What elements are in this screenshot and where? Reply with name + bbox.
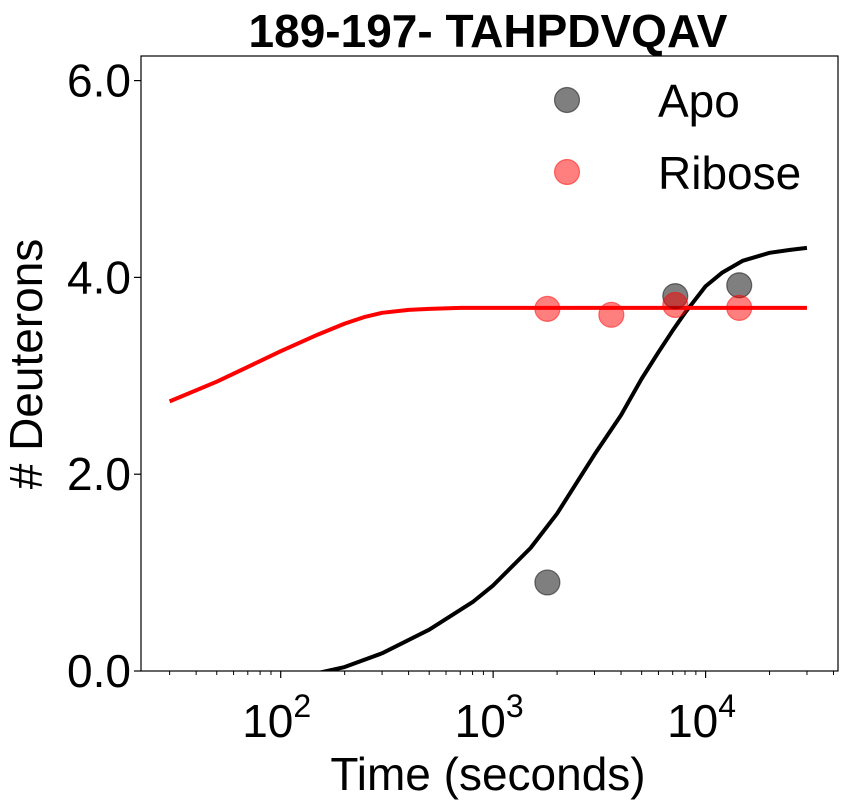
y-tick-label: 4.0 <box>67 251 131 303</box>
x-tick-label: 103 <box>455 688 524 747</box>
y-tick-label: 0.0 <box>67 645 131 697</box>
data-point-ribose <box>726 294 753 322</box>
data-point-apo <box>534 569 561 596</box>
legend-marker-apo <box>553 86 581 114</box>
data-point-ribose <box>534 295 561 322</box>
legend-marker-ribose <box>553 158 581 186</box>
legend-label-apo: Apo <box>658 75 740 127</box>
data-point-ribose <box>662 291 689 319</box>
y-tick-label: 2.0 <box>67 448 131 500</box>
data-point-apo <box>726 272 753 299</box>
x-axis-label: Time (seconds) <box>330 748 645 800</box>
y-axis-label: # Deuterons <box>0 239 52 490</box>
plot-frame <box>140 55 839 672</box>
chart-title: 189-197- TAHPDVQAV <box>249 5 728 57</box>
fit-curve-apo <box>317 245 808 671</box>
y-tick-label: 6.0 <box>67 55 131 107</box>
x-tick-label: 104 <box>667 688 736 747</box>
fit-curve-ribose <box>168 305 807 404</box>
legend: Apo Ribose <box>553 75 801 199</box>
data-point-ribose <box>598 301 625 328</box>
legend-label-ribose: Ribose <box>658 147 801 199</box>
plot-area: 0.0 2.0 4.0 6.0 102 103 104 <box>67 55 839 747</box>
x-tick-label: 102 <box>242 688 311 747</box>
